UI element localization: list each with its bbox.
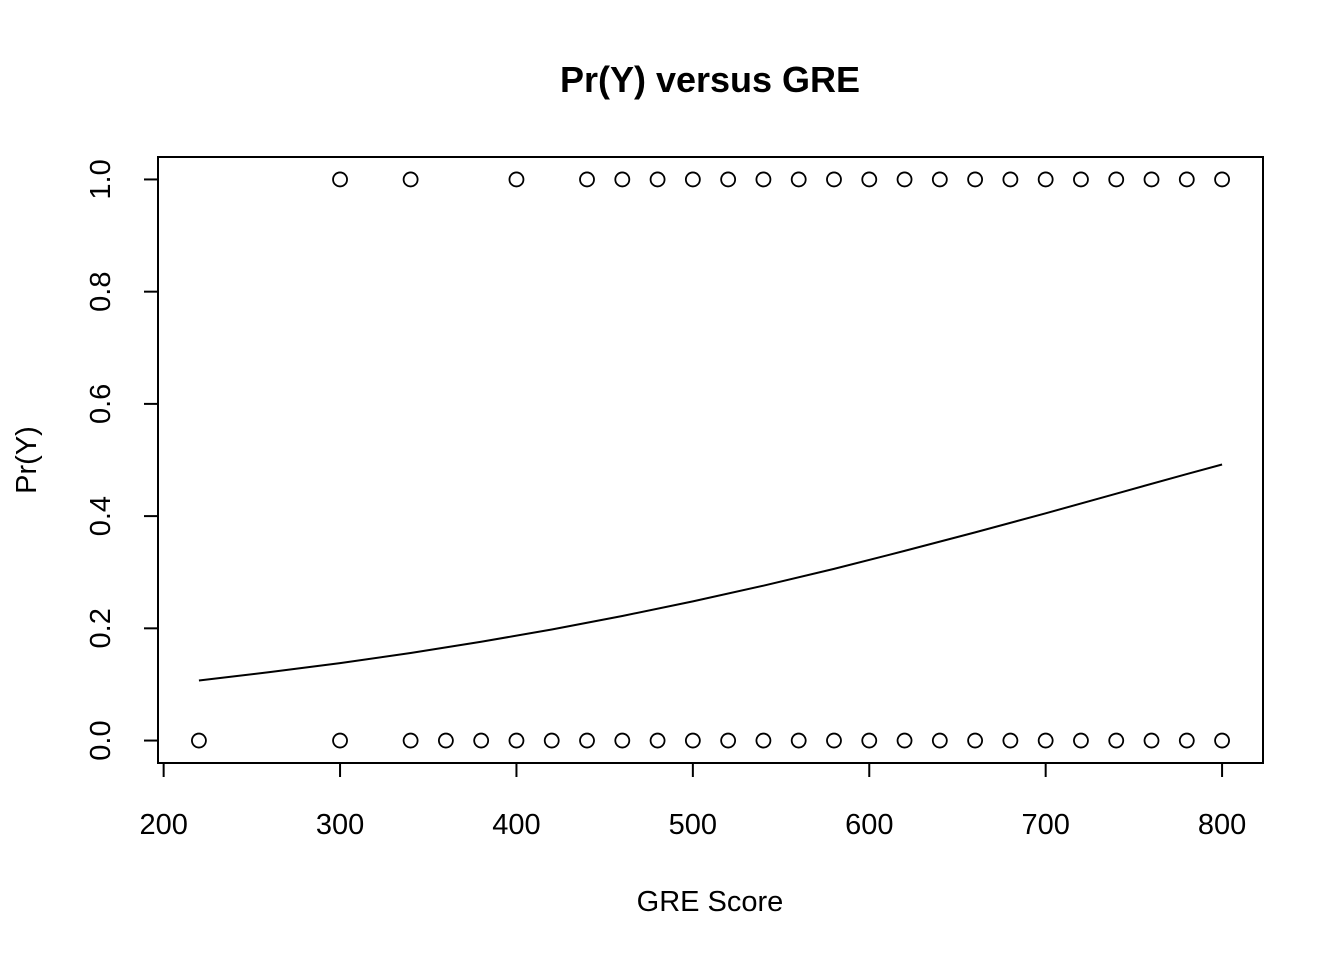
data-point	[473, 732, 490, 749]
data-point	[826, 732, 842, 749]
x-axis-label: GRE Score	[637, 886, 784, 918]
x-tick-label: 300	[316, 809, 364, 841]
data-point	[402, 171, 419, 188]
data-point	[332, 732, 348, 749]
y-tick-label: 0.0	[85, 720, 117, 760]
x-axis: 200 300 400 500 600 700 800	[139, 762, 1246, 841]
data-point	[1002, 732, 1019, 749]
data-point	[1214, 171, 1230, 188]
data-point	[720, 171, 737, 188]
y-tick-label: 0.4	[85, 496, 117, 536]
y-axis: 0.0 0.2 0.4 0.6 0.8 1.0	[85, 159, 159, 761]
data-point	[508, 171, 525, 188]
data-point	[1037, 171, 1054, 188]
data-point	[1108, 171, 1125, 188]
data-point	[1214, 732, 1230, 749]
data-point	[649, 171, 666, 188]
chart-title: Pr(Y) versus GRE	[560, 59, 860, 100]
data-point	[861, 732, 878, 749]
data-point	[755, 732, 772, 749]
data-point	[1073, 171, 1089, 188]
data-point	[1178, 732, 1195, 749]
data-point	[1002, 171, 1019, 188]
x-tick-label: 700	[1021, 809, 1069, 841]
data-point	[649, 732, 666, 749]
data-point	[579, 732, 595, 749]
data-point	[861, 171, 878, 188]
data-point	[1143, 171, 1160, 188]
x-tick-label: 500	[669, 809, 717, 841]
series-layer	[191, 171, 1230, 749]
data-point	[931, 171, 948, 188]
data-point	[684, 732, 701, 749]
data-point	[896, 732, 913, 749]
data-point	[1073, 732, 1089, 749]
plot-frame	[157, 156, 1264, 764]
data-point	[967, 732, 984, 749]
x-tick-label: 200	[139, 809, 187, 841]
data-point	[967, 171, 984, 188]
data-point	[579, 171, 595, 188]
y-axis-label: Pr(Y)	[11, 426, 43, 494]
y-tick-label: 0.8	[85, 272, 117, 312]
data-point	[1037, 732, 1054, 749]
y-tick-label: 1.0	[85, 159, 117, 199]
data-point	[755, 171, 772, 188]
data-point	[790, 732, 807, 749]
fitted-curve	[198, 463, 1223, 682]
x-tick-label: 800	[1198, 809, 1246, 841]
data-point	[896, 171, 913, 188]
y-tick-label: 0.6	[85, 384, 117, 424]
data-point	[614, 732, 631, 749]
x-tick-label: 600	[845, 809, 893, 841]
data-point	[826, 171, 842, 188]
data-point	[614, 171, 631, 188]
data-point	[332, 171, 348, 188]
data-point	[402, 732, 419, 749]
data-point	[508, 732, 525, 749]
data-point	[790, 171, 807, 188]
x-tick-label: 400	[492, 809, 540, 841]
data-point	[720, 732, 737, 749]
data-point	[1178, 171, 1195, 188]
data-point	[543, 732, 560, 749]
data-point	[1143, 732, 1160, 749]
data-point	[931, 732, 948, 749]
data-point	[684, 171, 701, 188]
data-point	[1108, 732, 1125, 749]
data-point	[191, 732, 207, 749]
y-tick-label: 0.2	[85, 608, 117, 648]
data-point	[437, 732, 454, 749]
